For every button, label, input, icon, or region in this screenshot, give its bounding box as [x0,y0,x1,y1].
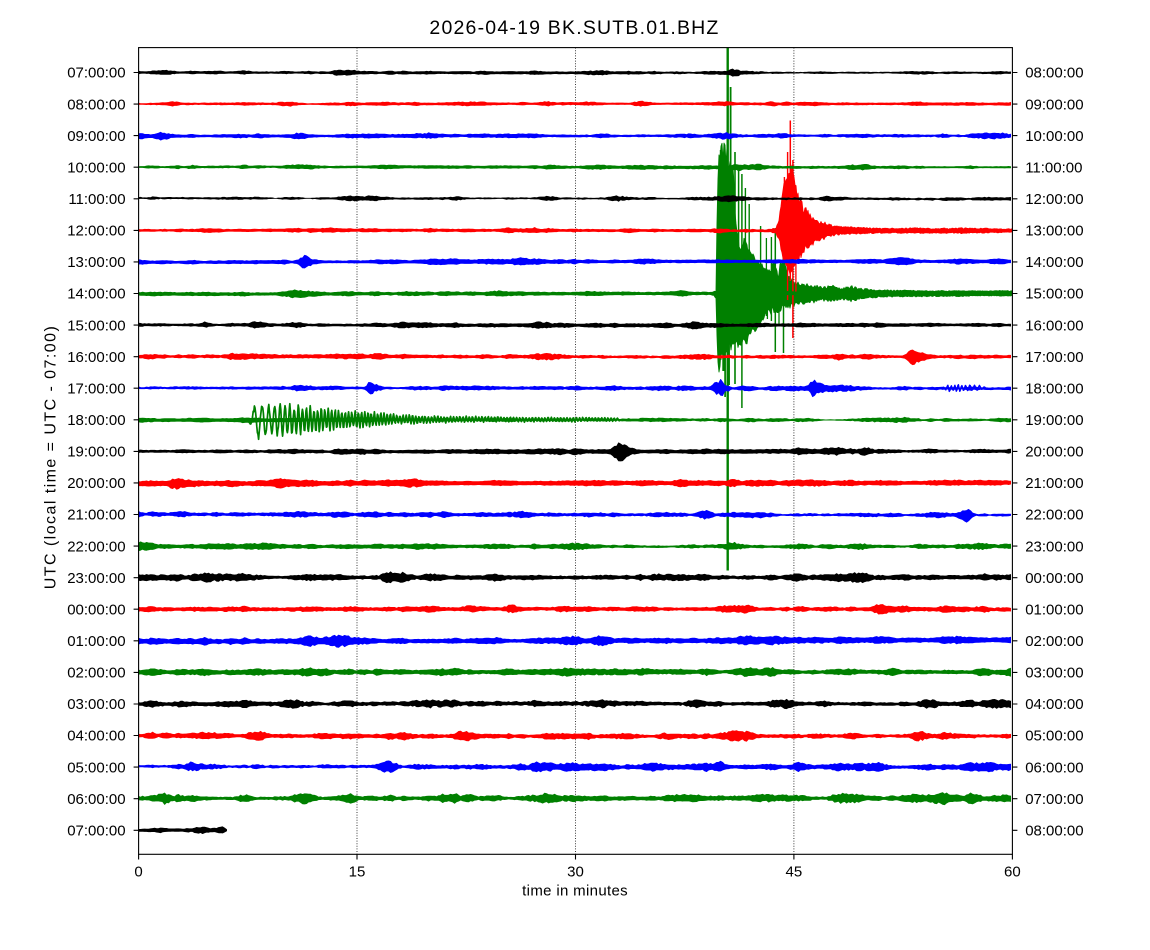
svg-text:05:00:00: 05:00:00 [67,759,125,776]
svg-text:05:00:00: 05:00:00 [1025,728,1083,745]
svg-text:09:00:00: 09:00:00 [67,128,125,145]
svg-text:04:00:00: 04:00:00 [1025,696,1083,713]
svg-text:17:00:00: 17:00:00 [1025,349,1083,366]
svg-text:14:00:00: 14:00:00 [67,286,125,303]
svg-text:0: 0 [134,863,142,880]
svg-text:13:00:00: 13:00:00 [1025,223,1083,240]
svg-text:45: 45 [786,863,803,880]
svg-text:09:00:00: 09:00:00 [1025,96,1083,113]
svg-text:22:00:00: 22:00:00 [1025,507,1083,524]
svg-text:10:00:00: 10:00:00 [67,159,125,176]
svg-text:11:00:00: 11:00:00 [1025,159,1082,176]
svg-text:08:00:00: 08:00:00 [1025,65,1083,82]
svg-text:18:00:00: 18:00:00 [1025,380,1083,397]
svg-text:04:00:00: 04:00:00 [67,728,125,745]
svg-text:22:00:00: 22:00:00 [67,538,125,555]
svg-text:00:00:00: 00:00:00 [1025,570,1083,587]
svg-text:20:00:00: 20:00:00 [1025,444,1083,461]
svg-text:12:00:00: 12:00:00 [1025,191,1083,208]
svg-text:30: 30 [567,863,584,880]
svg-text:UTC (local time = UTC - 07:00): UTC (local time = UTC - 07:00) [43,325,60,589]
svg-text:time in minutes: time in minutes [522,882,628,899]
svg-text:06:00:00: 06:00:00 [1025,759,1083,776]
svg-text:16:00:00: 16:00:00 [1025,317,1083,334]
svg-text:01:00:00: 01:00:00 [1025,601,1083,618]
svg-text:23:00:00: 23:00:00 [1025,538,1083,555]
svg-text:07:00:00: 07:00:00 [67,823,125,840]
svg-text:15: 15 [349,863,366,880]
svg-text:21:00:00: 21:00:00 [1025,475,1083,492]
svg-text:2026-04-19 BK.SUTB.01.BHZ: 2026-04-19 BK.SUTB.01.BHZ [429,17,719,39]
svg-text:02:00:00: 02:00:00 [67,665,125,682]
svg-text:14:00:00: 14:00:00 [1025,254,1083,271]
svg-text:01:00:00: 01:00:00 [67,633,125,650]
svg-text:10:00:00: 10:00:00 [1025,128,1083,145]
svg-text:12:00:00: 12:00:00 [67,223,125,240]
svg-text:06:00:00: 06:00:00 [67,791,125,808]
svg-text:16:00:00: 16:00:00 [67,349,125,366]
svg-text:60: 60 [1004,863,1021,880]
svg-text:19:00:00: 19:00:00 [67,444,125,461]
svg-text:11:00:00: 11:00:00 [68,191,125,208]
svg-text:03:00:00: 03:00:00 [1025,665,1083,682]
svg-text:13:00:00: 13:00:00 [67,254,125,271]
svg-text:23:00:00: 23:00:00 [67,570,125,587]
svg-text:07:00:00: 07:00:00 [1025,791,1083,808]
svg-text:02:00:00: 02:00:00 [1025,633,1083,650]
svg-text:00:00:00: 00:00:00 [67,601,125,618]
svg-text:08:00:00: 08:00:00 [1025,823,1083,840]
svg-text:20:00:00: 20:00:00 [67,475,125,492]
svg-text:07:00:00: 07:00:00 [67,65,125,82]
svg-text:15:00:00: 15:00:00 [67,317,125,334]
svg-text:18:00:00: 18:00:00 [67,412,125,429]
svg-text:15:00:00: 15:00:00 [1025,286,1083,303]
svg-text:08:00:00: 08:00:00 [67,96,125,113]
svg-text:03:00:00: 03:00:00 [67,696,125,713]
svg-text:19:00:00: 19:00:00 [1025,412,1083,429]
svg-text:17:00:00: 17:00:00 [67,380,125,397]
svg-text:21:00:00: 21:00:00 [67,507,125,524]
